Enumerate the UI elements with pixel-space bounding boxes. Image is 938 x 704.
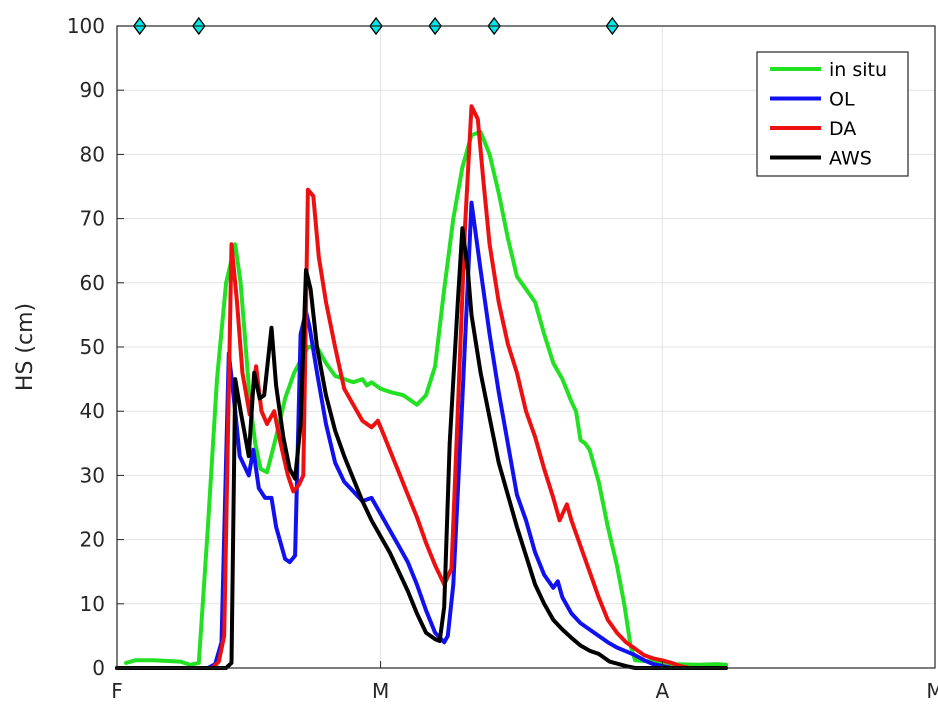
- series-line-ol: [115, 200, 728, 670]
- legend-label: DA: [829, 118, 856, 140]
- y-tick-label: 10: [80, 592, 105, 616]
- y-axis-label: HS (cm): [13, 303, 38, 391]
- y-tick-label: 30: [80, 463, 105, 487]
- axis-ticks: 0 10 20 30 40 50 60 70 80 90 100 F M A M: [67, 14, 938, 703]
- y-tick-label: 0: [92, 656, 105, 680]
- x-tick-label: M: [926, 679, 938, 703]
- legend: in situ OL DA AWS: [756, 51, 909, 177]
- y-tick-label: 20: [80, 528, 105, 552]
- series-line-in-situ: [124, 129, 728, 667]
- y-tick-label: 90: [80, 78, 105, 102]
- series-line-da: [115, 104, 728, 670]
- legend-label: OL: [829, 89, 855, 111]
- x-tick-label: A: [655, 679, 669, 703]
- legend-box: [756, 51, 909, 177]
- series-line-aws: [115, 226, 728, 670]
- y-tick-label: 60: [80, 271, 105, 295]
- y-tick-label: 70: [80, 207, 105, 231]
- x-tick-label: M: [372, 679, 389, 703]
- y-tick-label: 50: [80, 335, 105, 359]
- y-tick-label: 40: [80, 399, 105, 423]
- y-tick-label: 80: [80, 142, 105, 166]
- y-tick-label: 100: [67, 14, 105, 38]
- legend-label: AWS: [829, 148, 872, 170]
- x-tick-label: F: [111, 679, 123, 703]
- series-layer: [115, 104, 728, 670]
- observation-markers: [132, 16, 620, 36]
- legend-label: in situ: [829, 59, 887, 81]
